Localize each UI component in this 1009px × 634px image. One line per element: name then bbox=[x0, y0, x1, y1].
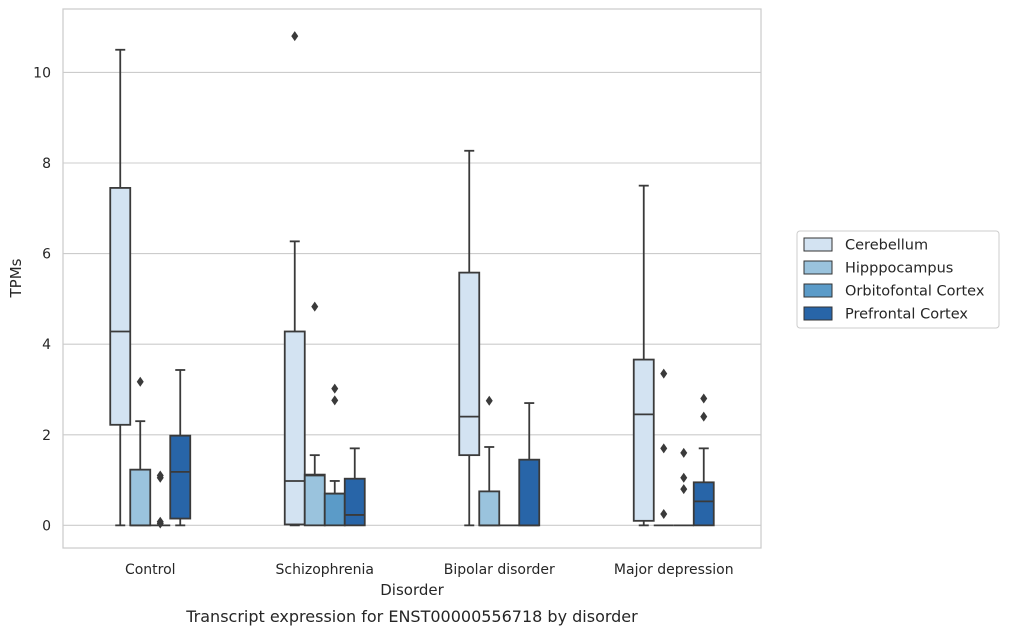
plot-area bbox=[63, 9, 761, 548]
legend-label: Cerebellum bbox=[845, 238, 928, 254]
legend-label: Hipppocampus bbox=[845, 261, 953, 277]
box-2-3 bbox=[518, 402, 541, 527]
box-0-2 bbox=[150, 470, 171, 529]
outlier-point bbox=[660, 368, 668, 379]
x-axis-ticks: Control Schizophrenia Bipolar disorder Majo… bbox=[125, 562, 734, 578]
box-3-0 bbox=[632, 184, 655, 527]
y-tick-label: 2 bbox=[42, 428, 51, 444]
box-series bbox=[109, 31, 715, 529]
outlier-point bbox=[700, 411, 708, 422]
y-tick-label: 10 bbox=[33, 65, 51, 81]
legend-swatch bbox=[803, 260, 833, 275]
box-body bbox=[303, 473, 326, 527]
y-axis-ticks: 0 2 4 6 8 10 bbox=[33, 65, 51, 534]
box-1-0 bbox=[283, 31, 306, 527]
box-body bbox=[343, 477, 366, 527]
legend: Cerebellum Hipppocampus Orbitofontal Corte… bbox=[796, 230, 1000, 329]
box-1-2 bbox=[323, 383, 346, 527]
box-body bbox=[458, 271, 481, 457]
box-0-3 bbox=[169, 369, 192, 527]
box-2-0 bbox=[458, 149, 481, 527]
y-tick-label: 4 bbox=[42, 337, 51, 353]
x-tick-label: Schizophrenia bbox=[276, 562, 374, 578]
y-axis-label: TPMs bbox=[7, 258, 25, 298]
y-tick-label: 8 bbox=[42, 156, 51, 172]
box-0-0 bbox=[109, 48, 132, 527]
x-tick-label: Major depression bbox=[614, 562, 734, 578]
legend-swatch bbox=[803, 237, 833, 252]
legend-label: Orbitofontal Cortex bbox=[845, 284, 985, 300]
box-body bbox=[518, 458, 541, 527]
outlier-point bbox=[485, 395, 493, 406]
box-body bbox=[692, 481, 715, 527]
legend-swatch bbox=[803, 283, 833, 298]
outlier-point bbox=[660, 509, 668, 520]
box-1-3 bbox=[343, 447, 366, 527]
outlier-point bbox=[291, 31, 299, 42]
outlier-point bbox=[136, 376, 144, 387]
outlier-point bbox=[331, 383, 339, 394]
y-tick-label: 0 bbox=[42, 518, 51, 534]
box-body bbox=[323, 492, 346, 527]
plot-border bbox=[62, 8, 762, 549]
outlier-point bbox=[680, 484, 688, 495]
x-axis-label: Disorder bbox=[380, 581, 444, 599]
legend-label: Prefrontal Cortex bbox=[845, 307, 968, 323]
box-body bbox=[129, 468, 152, 527]
box-1-1 bbox=[303, 301, 326, 527]
box-2-1 bbox=[478, 395, 501, 527]
box-body bbox=[632, 358, 655, 522]
box-body bbox=[283, 330, 306, 526]
y-tick-label: 6 bbox=[42, 247, 51, 263]
box-0-1 bbox=[129, 376, 152, 527]
legend-swatch bbox=[803, 306, 833, 321]
box-3-3 bbox=[692, 393, 715, 527]
outlier-point bbox=[156, 518, 164, 529]
outlier-point bbox=[331, 395, 339, 406]
outlier-point bbox=[680, 447, 688, 458]
outlier-point bbox=[660, 443, 668, 454]
box-3-1 bbox=[653, 368, 674, 527]
x-tick-label: Control bbox=[125, 562, 176, 578]
box-3-2 bbox=[673, 447, 694, 527]
x-tick-label: Bipolar disorder bbox=[444, 562, 555, 578]
outlier-point bbox=[680, 472, 688, 483]
box-body bbox=[478, 490, 501, 527]
chart-caption: Transcript expression for ENST0000055671… bbox=[185, 607, 638, 626]
outlier-point bbox=[311, 301, 319, 312]
box-body bbox=[169, 434, 192, 520]
box-body bbox=[109, 187, 132, 426]
outlier-point bbox=[700, 393, 708, 404]
outlier-point bbox=[156, 472, 164, 483]
legend-frame bbox=[796, 230, 1000, 329]
